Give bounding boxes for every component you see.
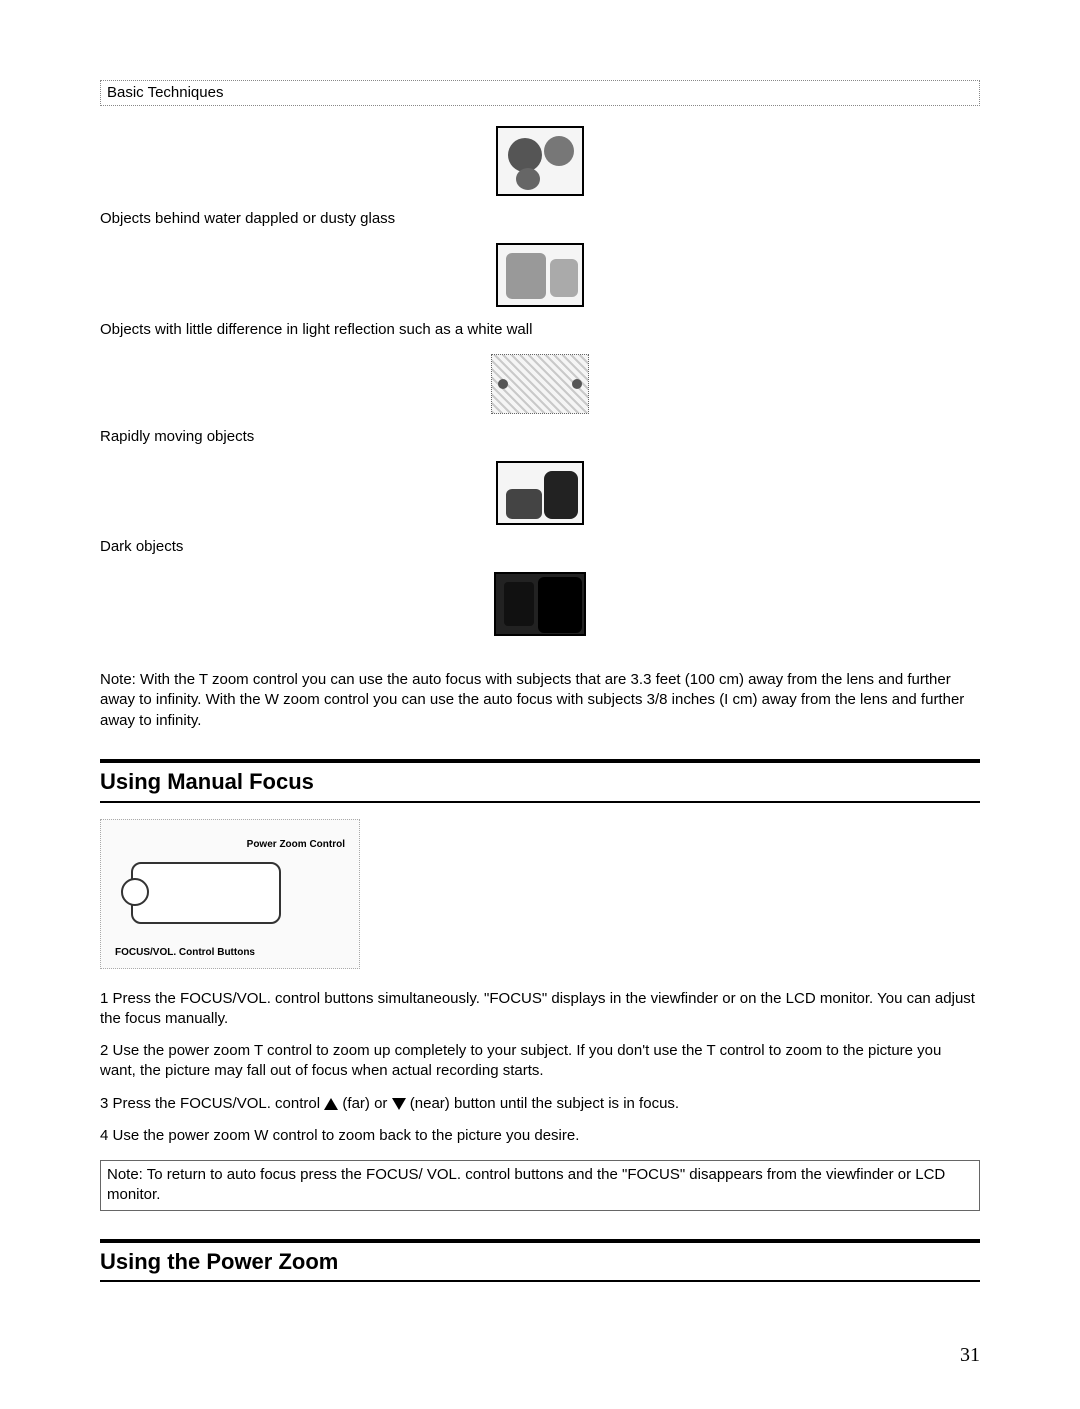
illustration-box <box>496 243 584 307</box>
camcorder-body-shape <box>131 862 281 924</box>
caption-moving: Rapidly moving objects <box>100 427 980 447</box>
page-number: 31 <box>100 1342 980 1369</box>
caption-dappled: Objects behind water dappled or dusty gl… <box>100 209 980 229</box>
illustration-moving <box>100 354 980 421</box>
note-box-text: Note: To return to auto focus press the … <box>107 1166 945 1203</box>
illustration-box <box>494 572 586 636</box>
section-header-label: Basic Techniques <box>107 84 223 101</box>
section-header-box: Basic Techniques <box>100 80 980 106</box>
step-3-part-b: (far) or <box>342 1095 391 1112</box>
triangle-up-icon <box>324 1098 338 1110</box>
camcorder-diagram: Power Zoom Control FOCUS/VOL. Control Bu… <box>100 819 360 969</box>
note-box-return-autofocus: Note: To return to auto focus press the … <box>100 1160 980 1211</box>
illustration-dark-2 <box>100 572 980 643</box>
camcorder-lens-shape <box>121 878 149 906</box>
step-3: 3 Press the FOCUS/VOL. control (far) or … <box>100 1094 980 1114</box>
note-autofocus-range: Note: With the T zoom control you can us… <box>100 670 980 731</box>
caption-whitewall: Objects with little difference in light … <box>100 320 980 340</box>
section-title-manual-focus: Using Manual Focus <box>100 763 980 803</box>
diagram-label-focus-vol: FOCUS/VOL. Control Buttons <box>115 946 255 960</box>
step-3-part-a: 3 Press the FOCUS/VOL. control <box>100 1095 324 1112</box>
step-4: 4 Use the power zoom W control to zoom b… <box>100 1126 980 1146</box>
illustration-box <box>496 461 584 525</box>
section-title-power-zoom: Using the Power Zoom <box>100 1243 980 1283</box>
illustration-dappled <box>100 126 980 203</box>
note-text: Note: With the T zoom control you can us… <box>100 671 964 729</box>
caption-dark: Dark objects <box>100 537 980 557</box>
step-2: 2 Use the power zoom T control to zoom u… <box>100 1041 980 1082</box>
illustration-box <box>496 126 584 196</box>
triangle-down-icon <box>392 1098 406 1110</box>
illustration-dark <box>100 461 980 532</box>
illustration-box <box>491 354 589 414</box>
step-1: 1 Press the FOCUS/VOL. control buttons s… <box>100 989 980 1030</box>
diagram-label-power-zoom: Power Zoom Control <box>247 838 345 852</box>
illustration-whitewall <box>100 243 980 314</box>
step-3-part-c: (near) button until the subject is in fo… <box>410 1095 679 1112</box>
